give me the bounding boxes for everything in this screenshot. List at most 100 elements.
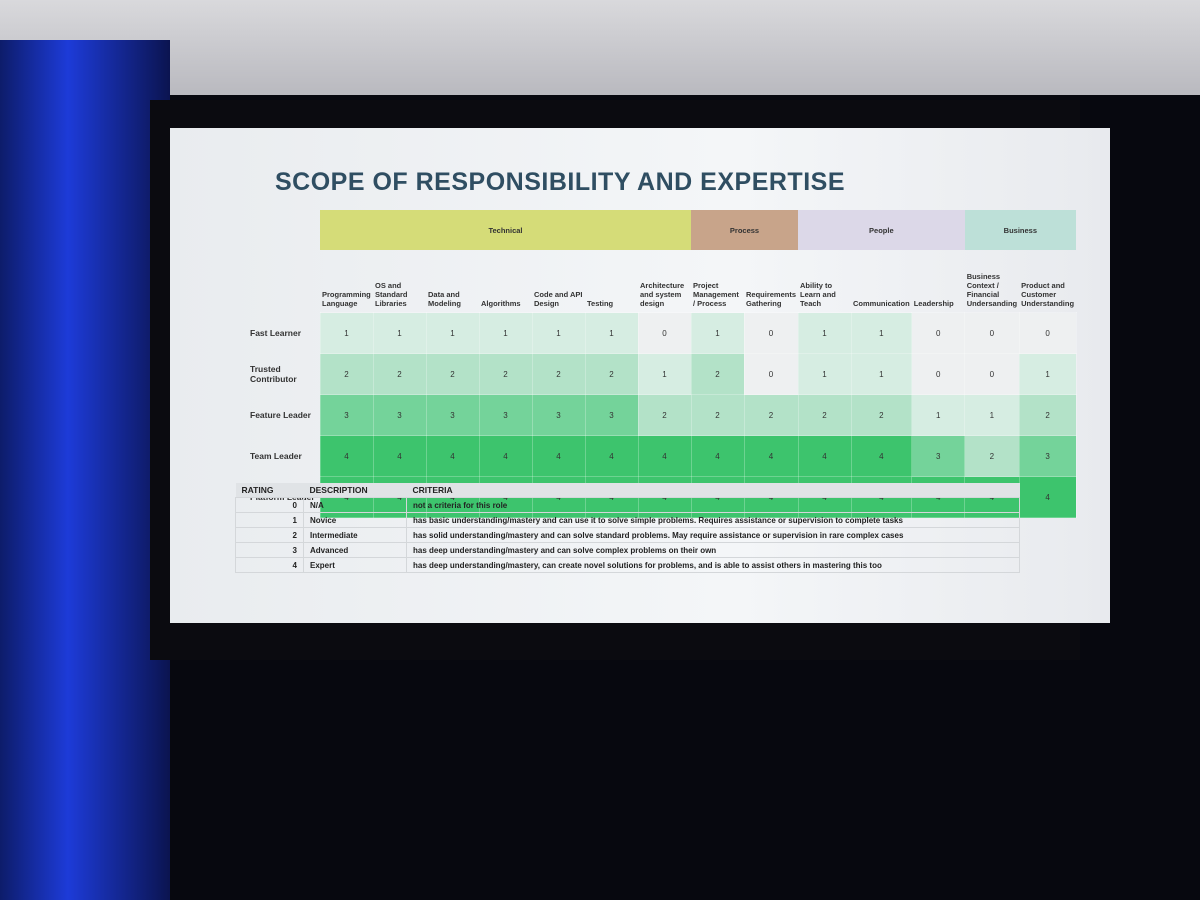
cell: 4 <box>637 435 692 477</box>
group-header: Business <box>964 210 1077 250</box>
cell: 1 <box>425 312 480 354</box>
rating-row: 1 Novice has basic understanding/mastery a… <box>235 512 1020 528</box>
column-header: Architecture and system design <box>640 281 685 308</box>
matrix-row: Team Leader 4 4 4 4 4 4 4 4 4 4 4 3 2 3 <box>170 435 1077 477</box>
cell: 2 <box>584 353 639 395</box>
cell: 2 <box>372 353 427 395</box>
rating-header: DESCRIPTION <box>303 483 407 498</box>
description: Expert <box>303 557 407 573</box>
cell: 0 <box>743 312 799 354</box>
column-header: Ability to Learn and Teach <box>800 281 836 308</box>
cell: 2 <box>690 394 745 436</box>
group-header: Technical <box>320 210 691 250</box>
cell: 0 <box>911 353 966 395</box>
cell: 2 <box>425 353 480 395</box>
cell: 0 <box>1018 312 1077 354</box>
rating-row: 0 N/A not a criteria for this role <box>235 497 1020 513</box>
column-header: Code and API Design <box>534 290 583 308</box>
cell: 4 <box>1018 476 1077 518</box>
cell: 3 <box>372 394 427 436</box>
rating-header: CRITERIA <box>406 483 1020 498</box>
description: Advanced <box>303 542 407 558</box>
rating: 0 <box>235 497 304 513</box>
cell: 1 <box>1018 353 1077 395</box>
cell: 4 <box>584 435 639 477</box>
cell: 3 <box>911 435 966 477</box>
cell: 2 <box>964 435 1020 477</box>
rating-row: 2 Intermediate has solid understanding/mas… <box>235 527 1020 543</box>
spacer <box>170 250 320 313</box>
cell: 2 <box>797 394 852 436</box>
row-header: Feature Leader <box>250 410 311 420</box>
description: Novice <box>303 512 407 528</box>
cell: 1 <box>584 312 639 354</box>
rating-header: RATING <box>235 483 304 498</box>
criteria: not a criteria for this role <box>406 497 1020 513</box>
column-header: Data and Modeling <box>428 290 461 308</box>
cell: 2 <box>743 394 799 436</box>
description: Intermediate <box>303 527 407 543</box>
column-header: Programming Language <box>322 290 371 308</box>
rating-table: RATING DESCRIPTION CRITERIA 0 N/A not a crite… <box>235 483 1020 573</box>
column-header: OS and Standard Libraries <box>375 281 408 308</box>
group-header: People <box>798 210 965 250</box>
rating: 3 <box>235 542 304 558</box>
description: N/A <box>303 497 407 513</box>
rating-row: 3 Advanced has deep understanding/mastery … <box>235 542 1020 558</box>
cell: 2 <box>690 353 745 395</box>
cell: 4 <box>319 435 374 477</box>
column-header: Product and Customer Understanding <box>1021 281 1075 308</box>
cell: 2 <box>637 394 692 436</box>
cell: 3 <box>478 394 533 436</box>
cell: 3 <box>425 394 480 436</box>
column-header: Requirements Gathering <box>746 290 797 308</box>
criteria: has solid understanding/mastery and can … <box>406 527 1020 543</box>
cell: 1 <box>531 312 586 354</box>
cell: 2 <box>531 353 586 395</box>
cell: 2 <box>478 353 533 395</box>
cell: 1 <box>797 312 852 354</box>
cell: 0 <box>637 312 692 354</box>
cell: 0 <box>911 312 966 354</box>
cell: 3 <box>531 394 586 436</box>
cell: 4 <box>372 435 427 477</box>
cell: 4 <box>531 435 586 477</box>
column-header-row: Programming Language OS and Standard Libr… <box>170 250 1076 313</box>
ceiling <box>0 0 1200 95</box>
cell: 3 <box>319 394 374 436</box>
cell: 1 <box>850 353 913 395</box>
matrix-row: Fast Learner 1 1 1 1 1 1 0 1 0 1 1 0 0 0 <box>170 312 1077 354</box>
column-header: Algorithms <box>481 299 521 308</box>
row-header: Trusted Contributor <box>250 364 297 384</box>
cell: 2 <box>1018 394 1077 436</box>
skills-matrix: Technical Process People Business Programmin… <box>170 210 1077 518</box>
criteria: has deep understanding/mastery, can crea… <box>406 557 1020 573</box>
column-header: Testing <box>587 299 614 308</box>
cell: 1 <box>372 312 427 354</box>
cell: 4 <box>850 435 913 477</box>
spacer <box>170 210 320 250</box>
criteria: has deep understanding/mastery and can s… <box>406 542 1020 558</box>
cell: 0 <box>964 312 1020 354</box>
rating: 4 <box>235 557 304 573</box>
cell: 4 <box>425 435 480 477</box>
cell: 1 <box>319 312 374 354</box>
cell: 1 <box>911 394 966 436</box>
rating-row: 4 Expert has deep understanding/mastery, c… <box>235 557 1020 573</box>
rating-header-row: RATING DESCRIPTION CRITERIA <box>235 483 1020 498</box>
cell: 4 <box>797 435 852 477</box>
group-header: Process <box>691 210 799 250</box>
cell: 1 <box>964 394 1020 436</box>
curtain <box>0 40 170 900</box>
cell: 3 <box>1018 435 1077 477</box>
column-header: Business Context / Financial Undersandin… <box>966 272 1018 308</box>
cell: 1 <box>797 353 852 395</box>
cell: 0 <box>743 353 799 395</box>
cell: 2 <box>319 353 374 395</box>
matrix-row: Trusted Contributor 2 2 2 2 2 2 1 2 0 1 1 0 0 1 <box>170 353 1077 395</box>
cell: 1 <box>690 312 745 354</box>
cell: 1 <box>478 312 533 354</box>
column-header: Project Management / Process <box>693 281 739 308</box>
group-row: Technical Process People Business <box>170 210 1077 250</box>
